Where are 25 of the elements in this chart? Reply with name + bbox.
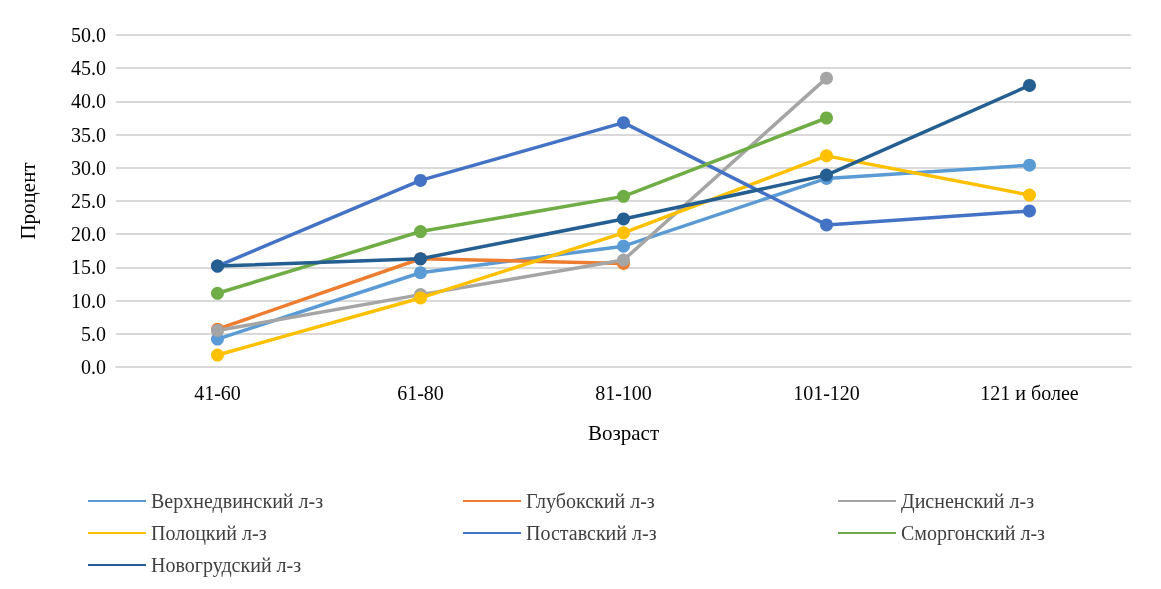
legend-label: Дисненский л-з <box>901 490 1035 513</box>
y-axis-title: Процент <box>15 162 40 240</box>
y-tick-label: 35.0 <box>71 123 106 146</box>
legend-label: Новогрудский л-з <box>151 554 302 577</box>
y-tick-label: 25.0 <box>71 190 106 212</box>
x-tick-label: 61-80 <box>397 382 444 404</box>
y-tick-label: 45.0 <box>71 57 106 80</box>
legend-label: Поставский л-з <box>526 522 657 544</box>
y-tick-label: 30.0 <box>71 156 106 179</box>
legend-label: Глубокский л-з <box>526 490 655 513</box>
legend-label: Полоцкий л-з <box>151 522 267 545</box>
x-tick-label: 121 и более <box>980 382 1079 404</box>
x-tick-label: 41-60 <box>194 382 241 404</box>
y-tick-label: 10.0 <box>71 289 106 312</box>
x-tick-label: 101-120 <box>793 382 860 404</box>
y-tick-label: 40.0 <box>71 90 106 113</box>
legend-label: Верхнедвинский л-з <box>151 490 324 513</box>
y-tick-label: 0.0 <box>81 356 106 378</box>
y-tick-label: 5.0 <box>81 322 106 345</box>
legend-label: Сморгонский л-з <box>901 522 1046 545</box>
x-tick-label: 81-100 <box>595 382 652 404</box>
y-tick-label: 20.0 <box>71 223 106 246</box>
x-axis-title: Возраст <box>587 420 660 445</box>
y-tick-label: 15.0 <box>71 256 106 279</box>
y-tick-label: 50.0 <box>71 24 106 46</box>
